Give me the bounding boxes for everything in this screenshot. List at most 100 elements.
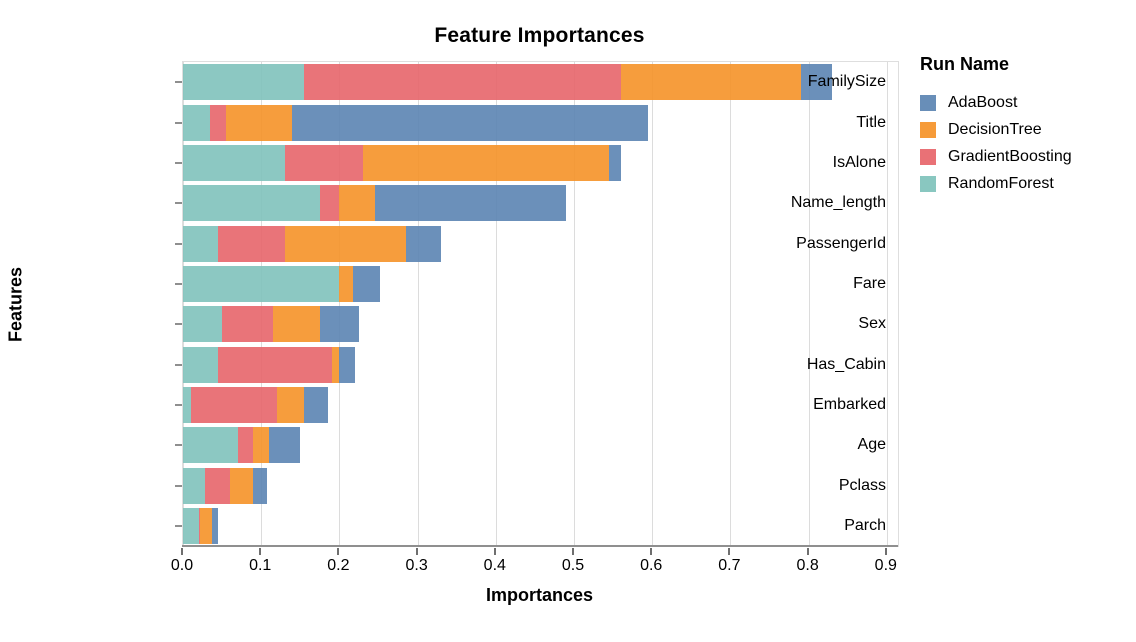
y-tick-Name_length xyxy=(175,202,182,205)
legend-label-AdaBoost: AdaBoost xyxy=(948,93,1018,111)
y-tick-Title xyxy=(175,121,182,124)
bar-Parch-RandomForest xyxy=(183,507,199,544)
chart-title: Feature Importances xyxy=(434,24,645,47)
y-label-Embarked: Embarked xyxy=(813,395,886,413)
bar-Age-RandomForest xyxy=(183,427,238,464)
bar-Sex-GradientBoosting xyxy=(222,306,273,343)
y-tick-Embarked xyxy=(175,403,182,406)
gridline-0.6 xyxy=(652,62,654,546)
bar-Embarked-GradientBoosting xyxy=(190,386,277,423)
bar-Sex-AdaBoost xyxy=(319,306,359,343)
bar-PassengerId-GradientBoosting xyxy=(218,225,285,262)
x-label-0.9: 0.9 xyxy=(874,557,897,574)
gridline-0.2 xyxy=(339,62,341,546)
x-axis-domain-line xyxy=(182,545,898,547)
legend-item-RandomForest: RandomForest xyxy=(920,170,1130,197)
bar-PassengerId-DecisionTree xyxy=(284,225,406,262)
x-tick-0.8 xyxy=(806,548,809,555)
bar-Title-AdaBoost xyxy=(292,104,649,141)
legend: Run Name AdaBoost DecisionTree GradientBoo… xyxy=(920,54,1130,197)
y-label-Sex: Sex xyxy=(858,315,886,333)
legend-items: AdaBoost DecisionTree GradientBoosting Rand… xyxy=(920,89,1130,197)
bar-Fare-AdaBoost xyxy=(353,265,381,302)
y-tick-Pclass xyxy=(175,484,182,487)
bar-Age-DecisionTree xyxy=(253,427,269,464)
gridline-0.4 xyxy=(495,62,497,546)
gridline-0.0 xyxy=(183,62,184,546)
bar-Parch-AdaBoost xyxy=(211,507,219,544)
bar-Title-DecisionTree xyxy=(226,104,293,141)
bar-Age-GradientBoosting xyxy=(237,427,254,464)
x-label-0.7: 0.7 xyxy=(718,557,741,574)
x-label-0.4: 0.4 xyxy=(483,557,506,574)
legend-swatch-DecisionTree xyxy=(920,121,936,138)
y-label-Pclass: Pclass xyxy=(838,476,886,494)
y-tick-Parch xyxy=(175,524,182,527)
bar-Pclass-AdaBoost xyxy=(253,467,268,504)
bar-IsAlone-GradientBoosting xyxy=(284,144,363,181)
y-axis-title: Features xyxy=(5,266,26,343)
bar-PassengerId-RandomForest xyxy=(183,225,219,262)
y-tick-Age xyxy=(175,444,182,447)
gridline-0.9 xyxy=(886,62,888,546)
y-label-Fare: Fare xyxy=(853,274,886,292)
bar-Parch-DecisionTree xyxy=(200,507,212,544)
gridline-0.3 xyxy=(417,62,419,546)
y-label-Title: Title xyxy=(856,113,886,131)
gridline-0.1 xyxy=(261,62,263,546)
x-label-0.0: 0.0 xyxy=(170,557,194,574)
bar-Title-RandomForest xyxy=(183,104,211,141)
gridline-0.5 xyxy=(574,62,575,546)
x-label-0.8: 0.8 xyxy=(796,557,819,574)
bar-Title-GradientBoosting xyxy=(210,104,226,141)
bar-Sex-RandomForest xyxy=(183,306,223,343)
legend-label-GradientBoosting: GradientBoosting xyxy=(948,147,1072,165)
y-tick-Fare xyxy=(175,282,182,285)
bar-Has_Cabin-AdaBoost xyxy=(339,346,356,383)
x-tick-0.7 xyxy=(728,548,731,555)
plot-area: FamilySize Title IsAlone Name_length Passeng… xyxy=(175,61,899,547)
y-label-Has_Cabin: Has_Cabin xyxy=(806,355,886,373)
y-label-Age: Age xyxy=(857,436,886,454)
bar-Embarked-RandomForest xyxy=(183,386,191,423)
bar-IsAlone-DecisionTree xyxy=(362,144,610,181)
legend-label-RandomForest: RandomForest xyxy=(948,174,1054,192)
y-tick-Sex xyxy=(175,323,182,326)
x-tick-0.1 xyxy=(259,548,262,555)
x-label-0.3: 0.3 xyxy=(405,557,428,574)
bar-Name_length-RandomForest xyxy=(183,185,320,222)
legend-swatch-RandomForest xyxy=(920,175,936,192)
x-tick-0.5 xyxy=(572,548,574,555)
bar-Pclass-GradientBoosting xyxy=(204,467,230,504)
x-label-0.5: 0.5 xyxy=(561,557,585,574)
bar-Age-AdaBoost xyxy=(269,427,301,464)
bar-Name_length-AdaBoost xyxy=(374,185,567,222)
bar-FamilySize-RandomForest xyxy=(183,64,305,101)
legend-label-DecisionTree: DecisionTree xyxy=(948,120,1042,138)
legend-item-AdaBoost: AdaBoost xyxy=(920,89,1130,116)
bar-Has_Cabin-DecisionTree xyxy=(331,346,340,383)
bar-Has_Cabin-GradientBoosting xyxy=(218,346,332,383)
bar-Name_length-GradientBoosting xyxy=(319,185,340,222)
x-tick-0.9 xyxy=(884,548,887,555)
legend-item-GradientBoosting: GradientBoosting xyxy=(920,143,1130,170)
bar-Name_length-DecisionTree xyxy=(339,185,375,222)
x-tick-0.4 xyxy=(493,548,496,555)
bar-Sex-DecisionTree xyxy=(272,306,320,343)
bar-FamilySize-DecisionTree xyxy=(620,64,801,101)
y-label-IsAlone: IsAlone xyxy=(832,153,886,171)
bar-Fare-RandomForest xyxy=(183,265,340,302)
bar-IsAlone-AdaBoost xyxy=(609,144,621,181)
gridline-0.8 xyxy=(808,62,810,546)
bar-FamilySize-AdaBoost xyxy=(800,64,833,101)
y-tick-FamilySize xyxy=(175,81,182,84)
bar-Has_Cabin-RandomForest xyxy=(183,346,219,383)
bar-Embarked-DecisionTree xyxy=(276,386,305,423)
bar-Fare-DecisionTree xyxy=(339,265,354,302)
bar-Pclass-RandomForest xyxy=(183,467,205,504)
y-label-PassengerId: PassengerId xyxy=(796,234,886,252)
bar-Embarked-AdaBoost xyxy=(304,386,328,423)
bar-Pclass-DecisionTree xyxy=(229,467,254,504)
y-label-FamilySize: FamilySize xyxy=(807,73,886,91)
bar-Parch-GradientBoosting xyxy=(198,507,201,544)
